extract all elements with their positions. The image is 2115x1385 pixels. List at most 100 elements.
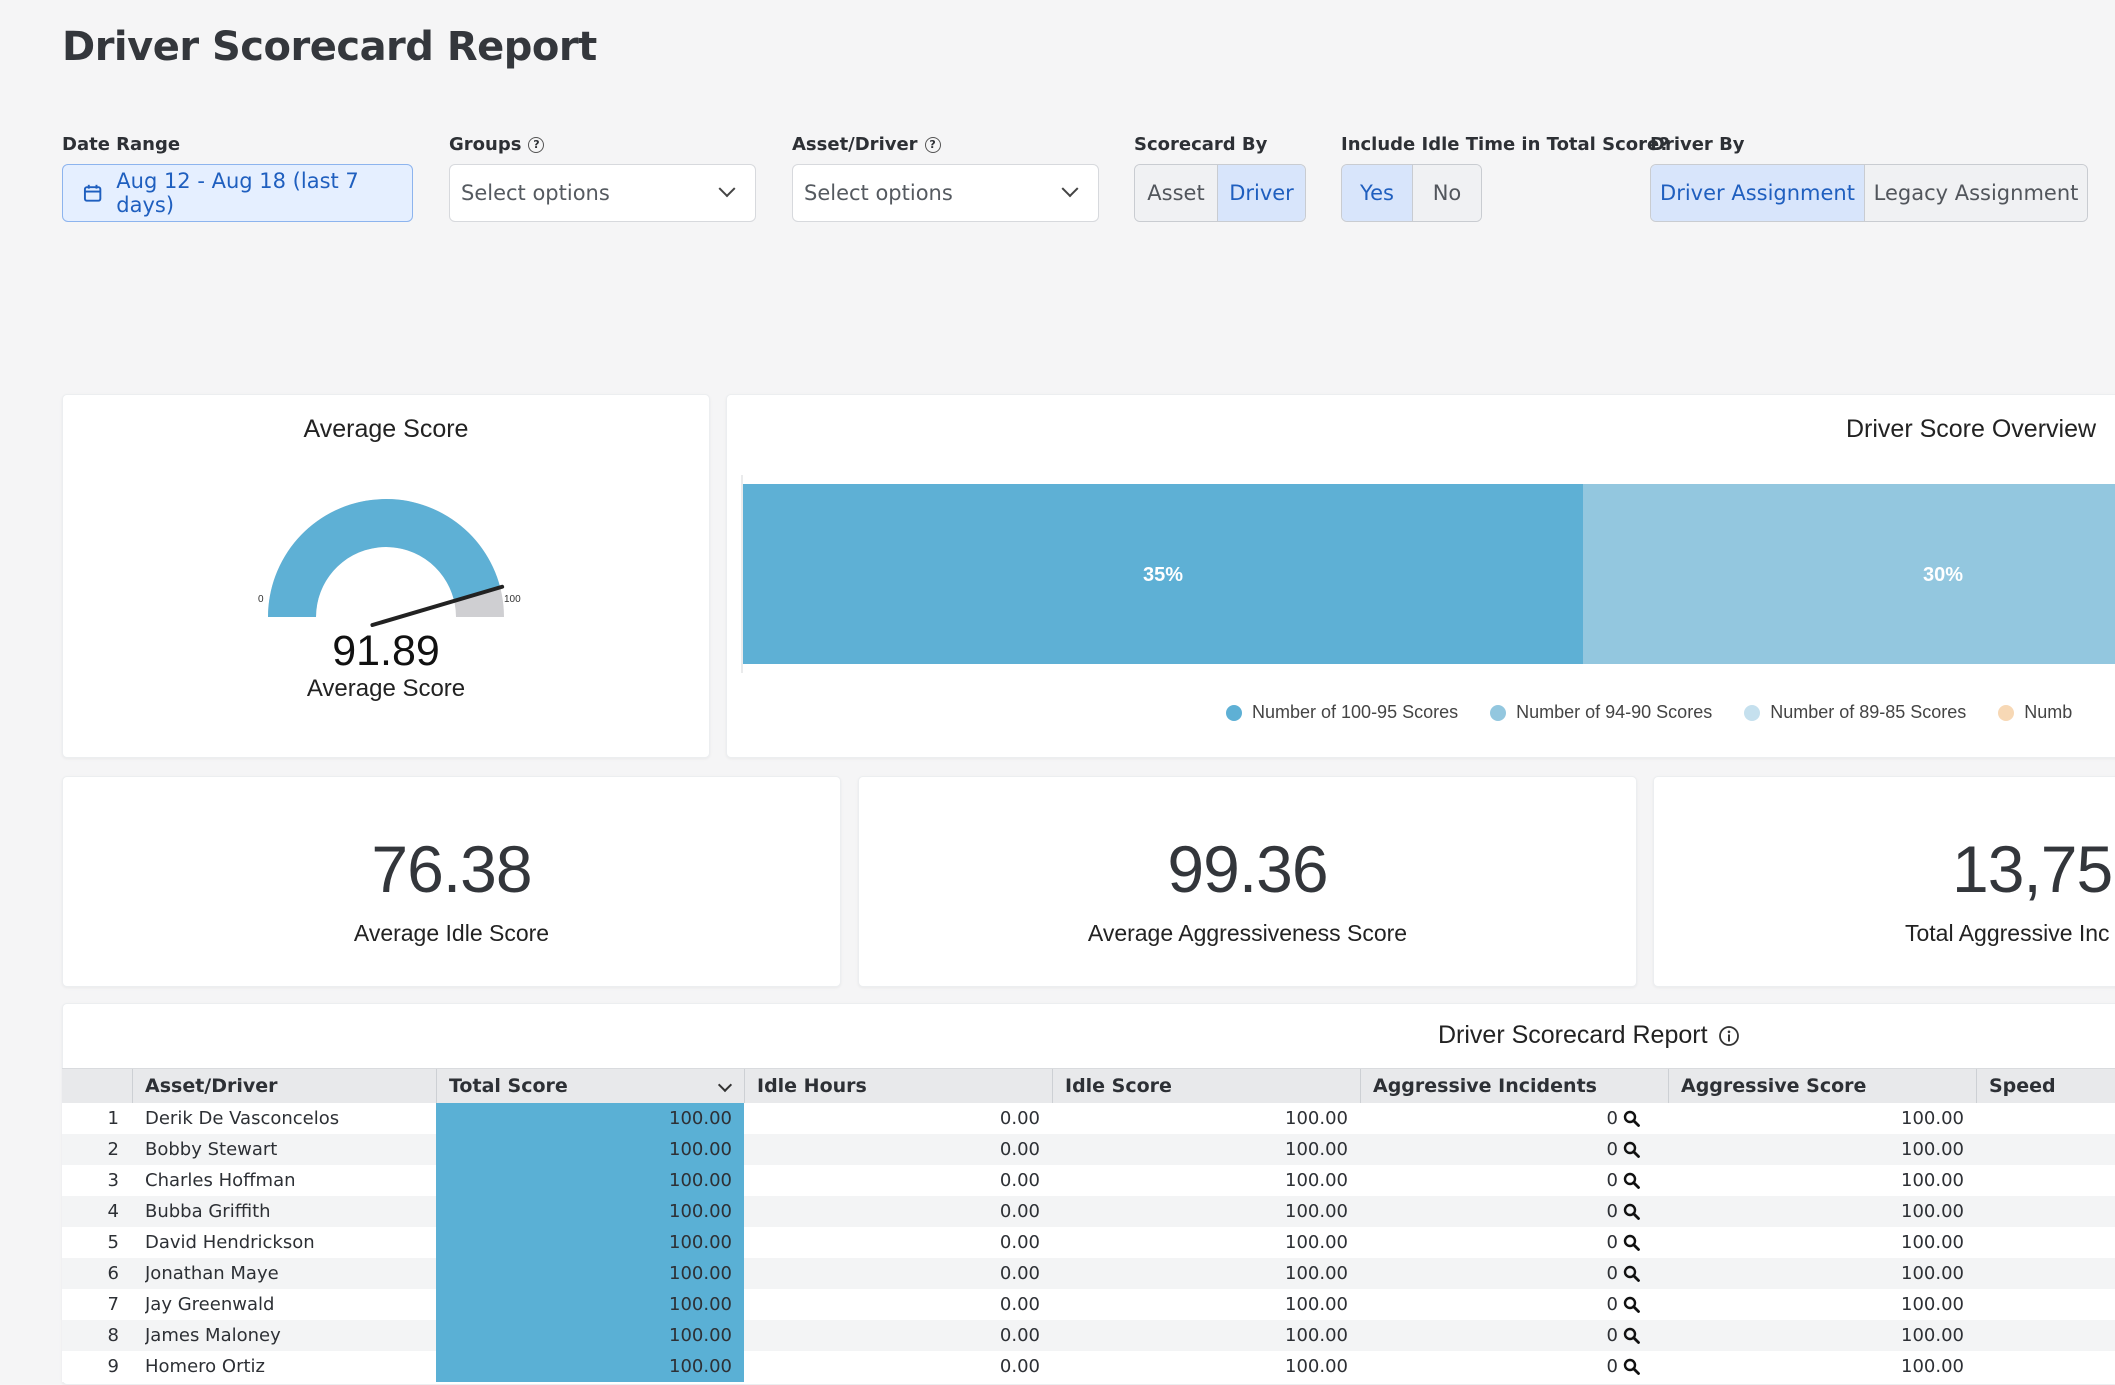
cell-aggressive-incidents: 0 (1360, 1227, 1668, 1258)
page-title: Driver Scorecard Report (62, 24, 597, 70)
asset-driver-select[interactable]: Select options (792, 164, 1099, 222)
cell-aggressive-score: 100.00 (1901, 1108, 1964, 1129)
score-gauge: 0 100 (258, 499, 521, 627)
legend-item[interactable]: Number of 100-95 Scores (1226, 702, 1458, 723)
legend-label: Numb (2024, 702, 2073, 722)
cell-aggressive-incidents: 0 (1360, 1258, 1668, 1289)
gauge-label: Average Score (306, 675, 466, 702)
legend-swatch (1490, 704, 1507, 721)
search-icon[interactable] (1623, 1296, 1640, 1313)
cell-idle-score: 100.00 (1285, 1201, 1348, 1222)
cell-driver[interactable]: Bobby Stewart (145, 1139, 278, 1160)
stat-value: 13,757 (1952, 832, 2115, 906)
table-row[interactable]: 8 James Maloney 100.00 0.00 100.00 0 100.00 (62, 1320, 2115, 1351)
col-aggressive-score[interactable]: Aggressive Score (1668, 1069, 1976, 1104)
search-icon[interactable] (1623, 1234, 1640, 1251)
col-aggressive-incidents[interactable]: Aggressive Incidents (1360, 1069, 1668, 1104)
cell-driver[interactable]: Homero Ortiz (145, 1356, 265, 1377)
col-idle-hours[interactable]: Idle Hours (744, 1069, 1052, 1104)
include-idle-label: Include Idle Time in Total Score? (1341, 134, 1670, 155)
cell-idle-hours: 0.00 (999, 1356, 1040, 1377)
stat-card-aggressive-incidents: 13,757 Total Aggressive Inc (1653, 776, 2115, 987)
cell-aggressive-score: 100.00 (1901, 1201, 1964, 1222)
search-icon[interactable] (1623, 1358, 1640, 1375)
cell-aggressive-score: 100.00 (1901, 1232, 1964, 1253)
cell-driver[interactable]: Jonathan Maye (145, 1263, 279, 1284)
date-range-label: Date Range (62, 134, 181, 155)
table-row[interactable]: 6 Jonathan Maye 100.00 0.00 100.00 0 100.00 (62, 1258, 2115, 1289)
groups-select[interactable]: Select options (449, 164, 756, 222)
scorecard-by-toggle: Asset Driver (1134, 164, 1306, 222)
chevron-down-icon (1061, 180, 1079, 198)
asset-driver-placeholder: Select options (804, 181, 953, 205)
table-header: Asset/Driver Total Score Idle Hours Idle… (62, 1068, 2115, 1132)
legend-label: Number of 89-85 Scores (1770, 702, 1967, 722)
table-row[interactable]: 3 Charles Hoffman 100.00 0.00 100.00 0 100.00 (62, 1165, 2115, 1196)
search-icon[interactable] (1623, 1203, 1640, 1220)
help-icon[interactable]: ? (924, 136, 941, 153)
row-number: 7 (107, 1294, 119, 1315)
help-icon[interactable]: ? (528, 136, 545, 153)
cell-driver[interactable]: Jay Greenwald (145, 1294, 275, 1315)
calendar-icon (83, 184, 102, 202)
driver-by-driver-assignment[interactable]: Driver Assignment (1651, 165, 1864, 221)
cell-driver[interactable]: Charles Hoffman (145, 1170, 296, 1191)
table-row[interactable]: 1 Derik De Vasconcelos 100.00 0.00 100.00 0 10… (62, 1103, 2115, 1134)
scorecard-by-asset[interactable]: Asset (1135, 165, 1217, 221)
cell-aggressive-incidents: 0 (1360, 1320, 1668, 1351)
gauge-fill (268, 499, 501, 617)
col-asset-driver[interactable]: Asset/Driver (132, 1069, 436, 1104)
legend-item[interactable]: Numb (1998, 702, 2072, 723)
cell-aggressive-incidents: 0 (1360, 1289, 1668, 1320)
col-speed-hours[interactable]: Speed Hours (1976, 1069, 2115, 1132)
cell-driver[interactable]: David Hendrickson (145, 1232, 315, 1253)
table-row[interactable]: 2 Bobby Stewart 100.00 0.00 100.00 0 100.00 (62, 1134, 2115, 1165)
cell-total-score: 100.00 (436, 1196, 744, 1227)
cell-aggressive-score: 100.00 (1901, 1325, 1964, 1346)
stat-card-idle: 76.38 Average Idle Score (62, 776, 841, 987)
overview-title: Driver Score Overview (1846, 415, 2097, 443)
gauge-value: 91.89 (332, 627, 440, 675)
cell-aggressive-score: 100.00 (1901, 1294, 1964, 1315)
table-row[interactable]: 9 Homero Ortiz 100.00 0.00 100.00 0 100.00 (62, 1351, 2115, 1382)
legend-item[interactable]: Number of 94-90 Scores (1490, 702, 1712, 723)
cell-driver[interactable]: Bubba Griffith (145, 1201, 271, 1222)
row-number: 8 (107, 1325, 119, 1346)
search-icon[interactable] (1623, 1141, 1640, 1158)
include-idle-no[interactable]: No (1412, 165, 1481, 221)
date-range-value: Aug 12 - Aug 18 (last 7 days) (116, 169, 359, 217)
cell-total-score: 100.00 (436, 1320, 744, 1351)
search-icon[interactable] (1623, 1265, 1640, 1282)
table-row[interactable]: 7 Jay Greenwald 100.00 0.00 100.00 0 100.00 (62, 1289, 2115, 1320)
cell-idle-hours: 0.00 (999, 1108, 1040, 1129)
cell-driver[interactable]: Derik De Vasconcelos (145, 1108, 340, 1129)
row-number: 6 (107, 1263, 119, 1284)
search-icon[interactable] (1623, 1110, 1640, 1127)
cell-aggressive-incidents: 0 (1360, 1165, 1668, 1196)
driver-by-legacy-assignment[interactable]: Legacy Assignment (1864, 165, 2087, 221)
col-idle-score[interactable]: Idle Score (1052, 1069, 1360, 1104)
overview-chart: 35% 30% (741, 475, 2115, 673)
table-row[interactable]: 4 Bubba Griffith 100.00 0.00 100.00 0 100.00 (62, 1196, 2115, 1227)
stat-card-aggressiveness: 99.36 Average Aggressiveness Score (858, 776, 1637, 987)
cell-idle-hours: 0.00 (999, 1263, 1040, 1284)
col-total-score[interactable]: Total Score (436, 1069, 744, 1104)
row-number: 3 (107, 1170, 119, 1191)
cell-driver[interactable]: James Maloney (145, 1325, 281, 1346)
scorecard-by-driver[interactable]: Driver (1217, 165, 1305, 221)
cell-idle-score: 100.00 (1285, 1170, 1348, 1191)
search-icon[interactable] (1623, 1172, 1640, 1189)
cell-aggressive-score: 100.00 (1901, 1170, 1964, 1191)
cell-aggressive-score: 100.00 (1901, 1356, 1964, 1377)
table-row[interactable]: 5 David Hendrickson 100.00 0.00 100.00 0 100.0… (62, 1227, 2115, 1258)
cell-aggressive-score: 100.00 (1901, 1139, 1964, 1160)
legend-item[interactable]: Number of 89-85 Scores (1744, 702, 1966, 723)
include-idle-yes[interactable]: Yes (1342, 165, 1412, 221)
overview-bar-segment[interactable] (743, 484, 1583, 664)
chevron-down-icon (717, 1077, 733, 1093)
stat-label: Total Aggressive Inc (1905, 920, 2110, 946)
info-icon[interactable] (1718, 1025, 1740, 1047)
search-icon[interactable] (1623, 1327, 1640, 1344)
overview-bar-segment[interactable] (1583, 484, 2115, 664)
date-range-picker[interactable]: Aug 12 - Aug 18 (last 7 days) (62, 164, 413, 222)
